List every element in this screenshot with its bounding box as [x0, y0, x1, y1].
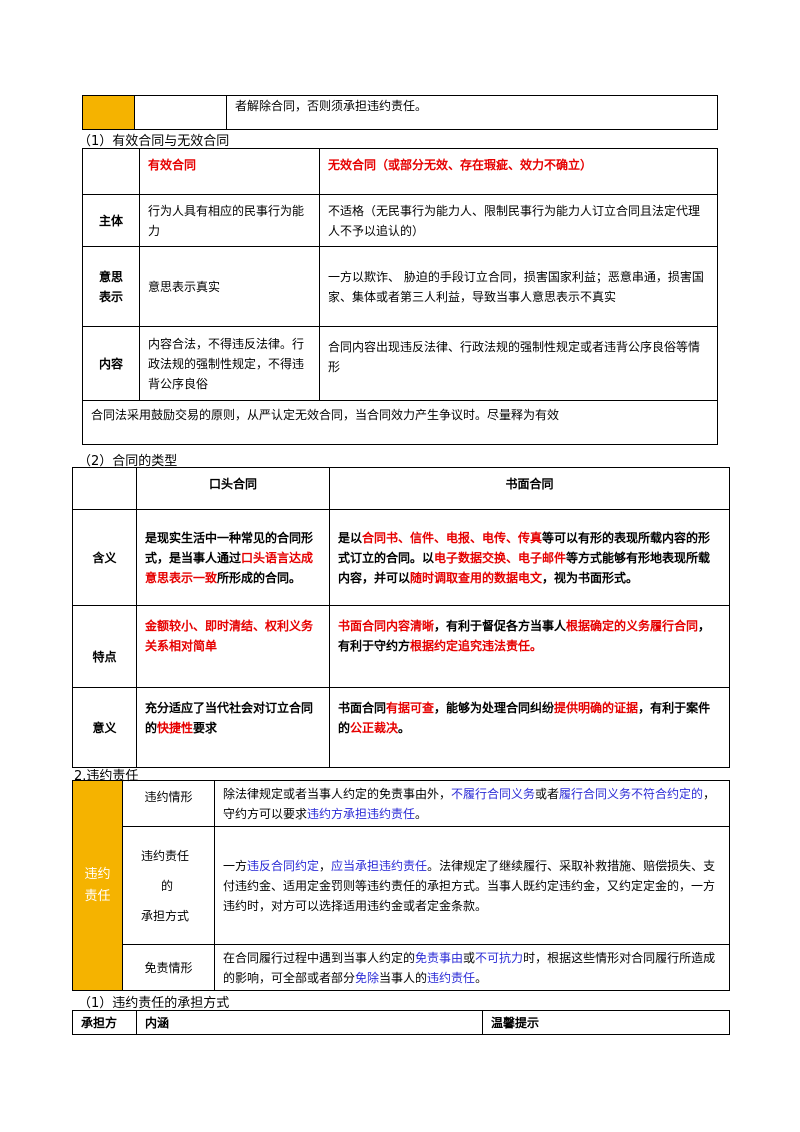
emphasis-blue-text: 不可抗力: [475, 950, 524, 965]
emphasis-blue-text: 履行合同义务不符合约定的: [559, 786, 704, 801]
text-run: 当事人的: [379, 970, 428, 985]
s2-head-written: 书面合同: [329, 467, 730, 510]
emphasis-blue-text: 违反合同约定: [247, 858, 320, 873]
s1-head-invalid: 无效合同（或部分无效、存在瑕疵、效力不确立）: [319, 148, 718, 195]
emphasis-red-text: 根据约定追究违法责任。: [410, 639, 543, 653]
s3-label-line: 承担方式: [141, 908, 190, 923]
text-run: 所形成的合同。: [217, 570, 302, 585]
text-run: 等可以有形的表现所载内容的形式订立的合同。以: [338, 530, 711, 565]
text-run: ，能够为处理合同纠纷: [434, 701, 555, 715]
text-run: ，有利于督促各方当事人: [434, 619, 567, 633]
text-run: 。: [398, 721, 411, 735]
s1-row-valid: 内容合法，不得违反法律。行政法规的强制性规定，不得违背公序良俗: [139, 326, 320, 401]
top-table-orange-cell: [82, 95, 135, 130]
section2-heading: （2）合同的类型: [78, 454, 178, 469]
s1-row-invalid: 不适格（无民事行为能力人、限制民事行为能力人订立合同且法定代理人不予以追认的）: [319, 194, 718, 247]
text-run: ，有利于案件的: [338, 701, 711, 735]
s1-row-label: 意思表示: [82, 246, 140, 327]
text-run: 。: [475, 970, 488, 985]
text-run: ，: [319, 858, 332, 873]
s3-side-label-cell: 违约责任: [72, 780, 123, 991]
emphasis-blue-text: 违约责任: [427, 970, 476, 985]
text-run: 。法律规定了继续履行、采取补救措施、赔偿损失、支付违约金、适用定金罚则等违约责任…: [223, 858, 716, 913]
top-table: 者解除合同，否则须承担违约责任。: [82, 95, 718, 130]
breach-liability-table: 违约责任 违约情形 除法律规定或者当事人约定的免责事由外，不履行合同义务或者履行…: [72, 780, 730, 991]
text-run: 一方: [223, 858, 248, 873]
emphasis-red-text: 根据确定的义务履行合同: [566, 619, 699, 633]
text-run: 。: [415, 806, 428, 821]
s2-row-written: 书面合同有据可查，能够为处理合同纠纷提供明确的证据，有利于案件的公正裁决。: [329, 687, 730, 768]
s2-row-oral: 充分适应了当代社会对订立合同的快捷性要求: [136, 687, 330, 768]
s2-head-oral: 口头合同: [136, 467, 330, 510]
s3-row-content: 除法律规定或者当事人约定的免责事由外，不履行合同义务或者履行合同义务不符合约定的…: [214, 780, 730, 827]
s1-row-valid: 行为人具有相应的民事行为能力: [139, 194, 320, 247]
s3-row-label-multiline: 违约责任 的 承担方式: [122, 826, 215, 945]
s1-row-invalid: 一方以欺诈、 胁迫的手段订立合同，损害国家利益；恶意串通，损害国家、集体或者第三…: [319, 246, 718, 327]
text-run: 时，根据这些情形对合同履行所造成的影响，可全部或者部分: [223, 950, 716, 985]
text-run: 或: [463, 950, 476, 965]
top-table-text: 者解除合同，否则须承担违约责任。: [226, 95, 718, 130]
s2-row-label: 含义: [72, 509, 137, 606]
s4-col-party: 承担方: [72, 1010, 137, 1035]
s2-row-label: 意义: [72, 687, 137, 768]
s3-label-line: 的: [161, 878, 174, 893]
s1-corner-cell: [82, 148, 140, 195]
s4-col-tips: 温馨提示: [482, 1010, 730, 1035]
section1-heading: （1）有效合同与无效合同: [78, 134, 230, 149]
emphasis-red-text: 公正裁决: [350, 721, 399, 735]
text-run: 是以: [338, 530, 363, 545]
text-run: ，守约方可以要求: [223, 786, 716, 821]
text-run: 是现实生活中一种常见的合同形式，是当事人通过: [145, 530, 314, 565]
s3-row-label: 免责情形: [122, 944, 215, 991]
emphasis-blue-text: 应当承担违约责任: [331, 858, 428, 873]
s1-head-valid: 有效合同: [139, 148, 320, 195]
s3-row-content: 一方违反合同约定，应当承担违约责任。法律规定了继续履行、采取补救措施、赔偿损失、…: [214, 826, 730, 945]
s2-row-written: 是以合同书、信件、电报、电传、传真等可以有形的表现所载内容的形式订立的合同。以电…: [329, 509, 730, 606]
emphasis-red-text: 随时调取查用的数据电文: [410, 570, 543, 585]
emphasis-blue-text: 违约方承担违约责任: [307, 806, 416, 821]
text-run: ，有利于守约方: [338, 619, 711, 653]
s1-row-label: 内容: [82, 326, 140, 401]
s3-row-content: 在合同履行过程中遇到当事人约定的免责事由或不可抗力时，根据这些情形对合同履行所造…: [214, 944, 730, 991]
valid-invalid-table: 有效合同 无效合同（或部分无效、存在瑕疵、效力不确立） 主体 行为人具有相应的民…: [82, 148, 718, 445]
text-run: 充分适应了当代社会对订立合同的: [145, 701, 314, 735]
s2-row-label: 特点: [72, 605, 137, 688]
s3-label-line: 违约责任: [141, 848, 190, 863]
contract-types-table: 口头合同 书面合同 含义 是现实生活中一种常见的合同形式，是当事人通过口头语言达…: [72, 467, 730, 768]
text-run: 等方式能够有形地表现所载内容，并可以: [338, 550, 711, 585]
s2-row-oral: 金额较小、即时清结、权利义务关系相对简单: [136, 605, 330, 688]
emphasis-red-text: 提供明确的证据: [554, 701, 639, 715]
s3-side-label: 违约责任: [84, 866, 111, 904]
s1-row-label: 主体: [82, 194, 140, 247]
text-run: 书面合同: [338, 701, 387, 715]
emphasis-blue-text: 不履行合同义务: [451, 786, 536, 801]
s1-row-invalid: 合同内容出现违反法律、行政法规的强制性规定或者违背公序良俗等情形: [319, 326, 718, 401]
emphasis-blue-text: 免责事由: [415, 950, 464, 965]
s4-col-meaning: 内涵: [136, 1010, 483, 1035]
emphasis-red-text: 书面合同内容清晰: [338, 619, 435, 633]
emphasis-red-text: 快捷性: [157, 721, 194, 735]
top-table-empty-cell: [134, 95, 227, 130]
emphasis-red-text: 金额较小、即时清结、权利义务关系相对简单: [145, 619, 314, 653]
text-run: ，视为书面形式。: [542, 570, 639, 585]
s2-row-written: 书面合同内容清晰，有利于督促各方当事人根据确定的义务履行合同，有利于守约方根据约…: [329, 605, 730, 688]
emphasis-red-text: 口头语言达成意思表示一致: [145, 550, 314, 585]
text-run: 要求: [193, 721, 218, 735]
s3-row-label: 违约情形: [122, 780, 215, 827]
emphasis-red-text: 合同书、信件、电报、电传、传真: [362, 530, 543, 545]
s1-note: 合同法采用鼓励交易的原则，从严认定无效合同，当合同效力产生争议时。尽量释为有效: [82, 400, 718, 445]
emphasis-red-text: 有据可查: [386, 701, 435, 715]
s1-row-valid: 意思表示真实: [139, 246, 320, 327]
text-run: 除法律规定或者当事人约定的免责事由外，: [223, 786, 452, 801]
text-run: 或者: [535, 786, 560, 801]
section4-heading: （1）违约责任的承担方式: [78, 996, 230, 1011]
liability-methods-table: 承担方 内涵 温馨提示: [72, 1010, 730, 1035]
emphasis-red-text: 电子数据交换、电子邮件: [434, 550, 567, 565]
s2-corner-cell: [72, 467, 137, 510]
emphasis-blue-text: 免除: [355, 970, 380, 985]
text-run: 在合同履行过程中遇到当事人约定的: [223, 950, 416, 965]
s1-row-label-text: 意思表示: [98, 269, 123, 304]
s2-row-oral: 是现实生活中一种常见的合同形式，是当事人通过口头语言达成意思表示一致所形成的合同…: [136, 509, 330, 606]
